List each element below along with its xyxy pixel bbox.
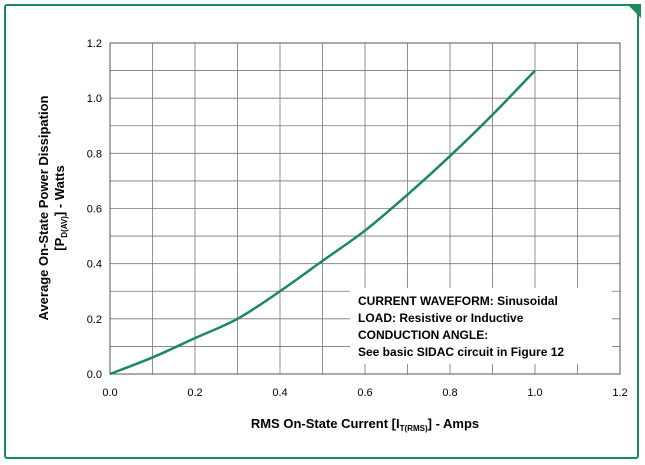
y-axis-label: Average On-State Power Dissipation [PD(A… (36, 95, 69, 320)
annotation-line: CONDUCTION ANGLE: (358, 328, 488, 342)
y-tick-label: 0.4 (87, 259, 102, 271)
x-axis-label: RMS On-State Current [IT(RMS)] - Amps (251, 416, 479, 433)
x-tick-label: 0.6 (357, 387, 372, 399)
y-tick-label: 0.8 (87, 148, 102, 160)
annotation-line: See basic SIDAC circuit in Figure 12 (358, 345, 564, 359)
series-line (109, 69, 536, 376)
y-tick-labels: 0.0 0.2 0.4 0.6 0.8 1.0 1.2 (87, 38, 102, 381)
x-tick-label: 1.2 (612, 387, 627, 399)
corner-accent (627, 4, 641, 18)
annotation-line: CURRENT WAVEFORM: Sinusoidal (358, 294, 558, 308)
x-tick-label: 0.2 (187, 387, 202, 399)
plot-area (109, 42, 621, 375)
x-tick-label: 0.8 (442, 387, 457, 399)
x-tick-label: 0.4 (272, 387, 287, 399)
x-tick-label: 1.0 (527, 387, 542, 399)
annotation-box (350, 288, 612, 364)
y-tick-label: 0.2 (87, 314, 102, 326)
y-tick-label: 0.6 (87, 204, 102, 216)
y-axis-label-line1: Average On-State Power Dissipation (36, 95, 51, 320)
y-tick-label: 0.0 (87, 369, 102, 381)
annotation-line: LOAD: Resistive or Inductive (358, 311, 524, 325)
x-tick-label: 0.0 (102, 387, 117, 399)
y-axis-label-line2: [PD(AV)] - Watts (52, 165, 69, 250)
annotation: CURRENT WAVEFORM: Sinusoidal LOAD: Resist… (358, 294, 564, 359)
y-tick-label: 1.0 (87, 93, 102, 105)
y-tick-label: 1.2 (87, 38, 102, 50)
x-tick-labels: 0.0 0.2 0.4 0.6 0.8 1.0 1.2 (102, 387, 627, 399)
